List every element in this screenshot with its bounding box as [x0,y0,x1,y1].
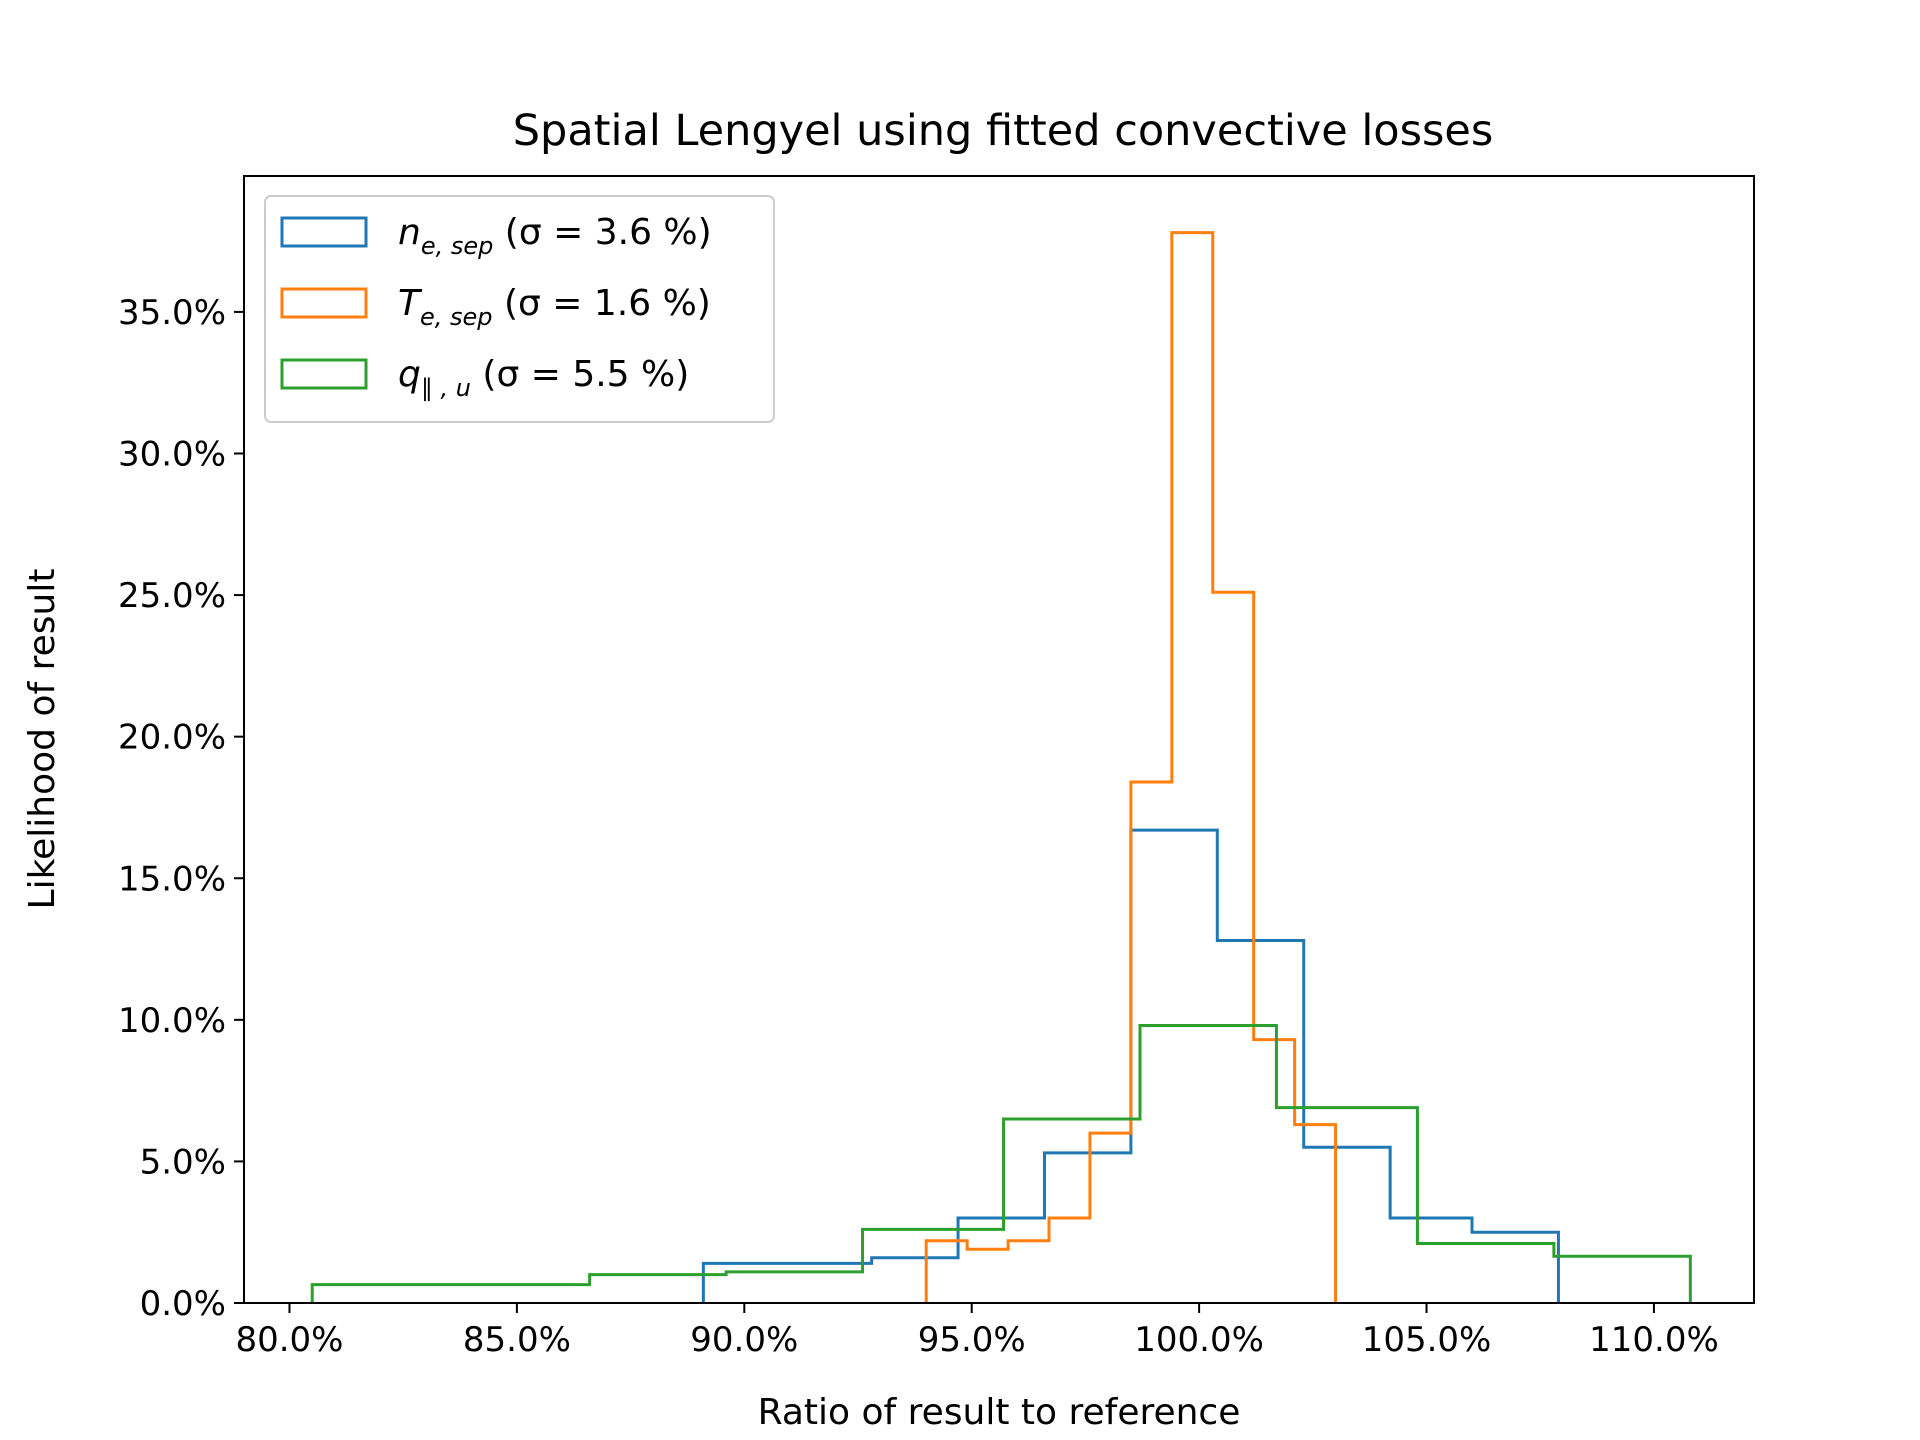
series-1 [701,828,1560,1303]
legend-symbol: T [398,283,423,324]
series-3-bin-5 [1004,1119,1140,1303]
x-axis-label: Ratio of result to reference [758,1392,1241,1433]
legend-subscript: e, sep [421,232,494,260]
legend-entry-3: q∥ , u (σ = 5.5 %) [398,354,689,402]
x-tick-label: 100.0% [1134,1320,1264,1360]
x-tick-label: 80.0% [235,1320,343,1360]
y-tick-label: 25.0% [118,576,226,616]
series-3-bin-9 [1554,1256,1690,1303]
legend-subscript: ∥ , u [421,374,471,402]
series-1-outline [701,828,1560,1303]
y-tick-label: 15.0% [118,859,226,899]
x-tick-label: 110.0% [1589,1320,1719,1360]
legend-entry-1: ne, sep (σ = 3.6 %) [398,212,712,260]
legend-sigma: (σ = 1.6 %) [493,283,711,324]
y-tick-label: 30.0% [118,435,226,475]
series-3-bin-1 [312,1285,589,1303]
y-tick-label: 0.0% [140,1284,226,1324]
series-3-bin-6 [1140,1025,1276,1303]
series-3-bin-4 [863,1229,1004,1303]
legend: ne, sep (σ = 3.6 %)Te, sep (σ = 1.6 %)q∥… [264,195,775,423]
y-tick-label: 5.0% [140,1142,226,1182]
legend-sigma: (σ = 3.6 %) [493,212,711,253]
series-2-outline [924,231,1338,1303]
series-3-bin-2 [590,1275,726,1303]
plot-frame [243,175,1755,1304]
legend-symbol: n [398,212,421,253]
x-tick-label: 95.0% [918,1320,1026,1360]
legend-entry-2: Te, sep (σ = 1.6 %) [398,283,711,331]
series-2 [924,231,1338,1303]
legend-swatch [280,358,368,390]
y-axis-label: Likelihood of result [22,569,63,910]
y-axis: 0.0% 5.0% 10.0% 15.0% 20.0% 25.0% 30.0% 35.0% [118,293,244,1324]
x-tick-label: 85.0% [463,1320,571,1360]
legend-swatch [280,287,368,319]
legend-subscript: e, sep [420,303,493,331]
y-tick-label: 20.0% [118,718,226,758]
legend-symbol: q [398,354,421,395]
chart-title: Spatial Lengyel using fitted convective … [513,106,1494,156]
series-3-bin-8 [1417,1244,1553,1303]
series-3-bin-3 [726,1272,862,1303]
series-3-bin-7 [1276,1108,1417,1303]
series-3-outline [310,1024,1692,1303]
legend-sigma: (σ = 5.5 %) [471,354,689,395]
series-layer [310,231,1692,1303]
x-axis: 80.0% 85.0% 90.0% 95.0% 100.0% 105.0% 110.0% [235,1303,1719,1360]
legend-swatch [280,216,368,248]
x-tick-label: 90.0% [690,1320,798,1360]
y-tick-label: 10.0% [118,1001,226,1041]
y-tick-label: 35.0% [118,293,226,333]
x-tick-label: 105.0% [1362,1320,1492,1360]
series-3 [310,1024,1692,1303]
legend-frame [264,195,775,423]
